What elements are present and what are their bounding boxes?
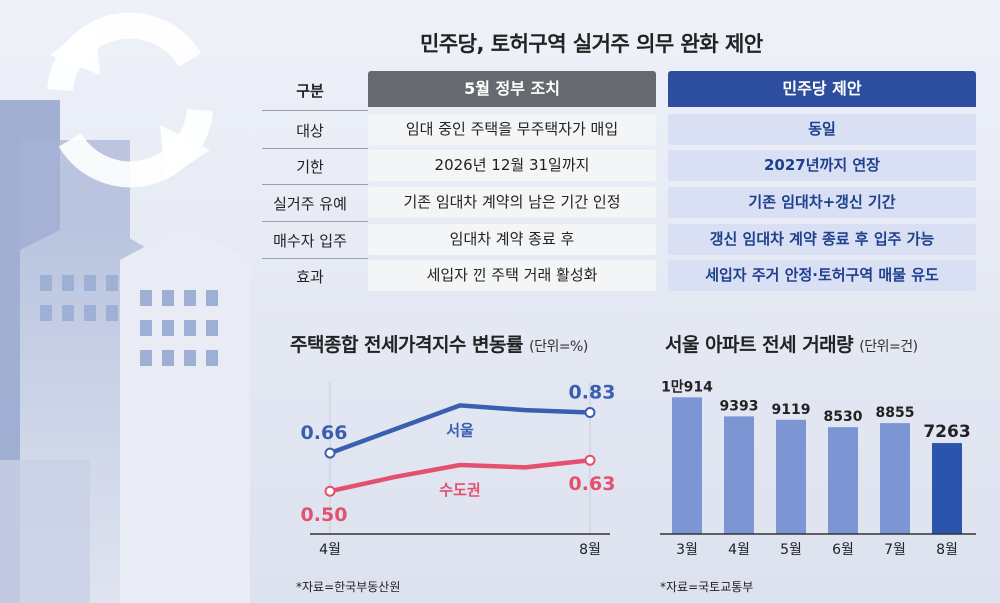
- jeonse-volume-bar-chart: 1만914 3월 9393 4월 9119 5월 8530 6월 8855 7월 7263 8월: [660, 379, 976, 558]
- bar-5월: [776, 419, 806, 534]
- bar-8월: [932, 443, 962, 534]
- bar-value-label: 1만914: [661, 379, 713, 395]
- cell-gov-deadline: 2026년 12월 31일까지: [368, 150, 656, 181]
- left-chart-source: *자료=한국부동산원: [296, 580, 401, 594]
- bar-7월: [880, 423, 910, 534]
- data-label: 0.50: [301, 504, 348, 526]
- header-democratic-proposal: 민주당 제안: [668, 71, 976, 107]
- bar-3월: [672, 397, 702, 534]
- data-point: [324, 447, 336, 459]
- cell-dem-deadline: 2027년까지 연장: [668, 150, 976, 181]
- x-tick-label: 8월: [579, 542, 601, 558]
- bar-value-label: 9119: [772, 402, 811, 418]
- data-point: [324, 485, 336, 497]
- cell-dem-effect: 세입자 주거 안정·토허구역 매물 유도: [668, 260, 976, 291]
- background-illustration: [0, 12, 250, 603]
- data-point: [584, 407, 596, 419]
- bar-value-label: 8530: [824, 409, 863, 425]
- page-title: 민주당, 토허구역 실거주 의무 완화 제안: [420, 32, 763, 56]
- row-label-move-in: 매수자 입주: [273, 232, 347, 250]
- table-header-label: 구분: [296, 82, 324, 100]
- x-tick-label: 4월: [728, 542, 750, 558]
- cell-dem-move-in: 갱신 임대차 계약 종료 후 입주 가능: [668, 224, 976, 255]
- row-label-effect: 효과: [296, 268, 324, 286]
- bar-value-label: 8855: [876, 405, 915, 421]
- right-chart-title: 서울 아파트 전세 거래량 (단위=건): [665, 330, 918, 357]
- series-line-수도권: [329, 457, 591, 494]
- bar-value-label: 7263: [923, 422, 970, 442]
- x-tick-label: 3월: [676, 542, 698, 558]
- x-tick-label: 7월: [884, 542, 906, 558]
- series-name-label: 서울: [446, 421, 474, 439]
- series-name-label: 수도권: [439, 481, 480, 499]
- header-gov-measure: 5월 정부 조치: [368, 71, 656, 107]
- left-chart-title: 주택종합 전세가격지수 변동률 (단위=%): [290, 330, 588, 357]
- x-tick-label: 4월: [319, 542, 341, 558]
- left-chart-unit: (단위=%): [529, 339, 588, 355]
- table-divider: [262, 258, 368, 259]
- cell-gov-target: 임대 중인 주택을 무주택자가 매입: [368, 114, 656, 145]
- data-label: 0.83: [569, 382, 616, 404]
- right-chart-title-text: 서울 아파트 전세 거래량: [665, 334, 854, 356]
- table-divider: [262, 184, 368, 185]
- data-point: [584, 454, 596, 466]
- x-tick-label: 8월: [936, 542, 958, 558]
- bar-6월: [828, 427, 858, 534]
- cell-dem-grace: 기존 임대차+갱신 기간: [668, 187, 976, 218]
- right-chart-unit: (단위=건): [859, 339, 918, 355]
- row-label-target: 대상: [296, 122, 324, 140]
- right-chart-source: *자료=국토교통부: [660, 580, 754, 594]
- x-tick-label: 6월: [832, 542, 854, 558]
- bar-4월: [724, 416, 754, 534]
- row-label-deadline: 기한: [296, 158, 324, 176]
- bar-value-label: 9393: [720, 398, 759, 414]
- cell-gov-grace: 기존 임대차 계약의 남은 기간 인정: [368, 187, 656, 218]
- table-divider: [262, 148, 368, 149]
- cell-gov-move-in: 임대차 계약 종료 후: [368, 224, 656, 255]
- data-label: 0.63: [569, 473, 616, 495]
- x-tick-label: 5월: [780, 542, 802, 558]
- left-chart-title-text: 주택종합 전세가격지수 변동률: [290, 334, 523, 356]
- table-divider: [262, 110, 368, 111]
- series-line-서울: [329, 403, 591, 456]
- cell-dem-target: 동일: [668, 114, 976, 145]
- table-divider: [262, 221, 368, 222]
- rental-index-line-chart: 0.66 0.83 서울 0.50 0.63 수도권 4월 8월: [301, 382, 616, 558]
- row-label-grace: 실거주 유예: [273, 195, 347, 213]
- cell-gov-effect: 세입자 낀 주택 거래 활성화: [368, 260, 656, 291]
- data-label: 0.66: [301, 422, 348, 444]
